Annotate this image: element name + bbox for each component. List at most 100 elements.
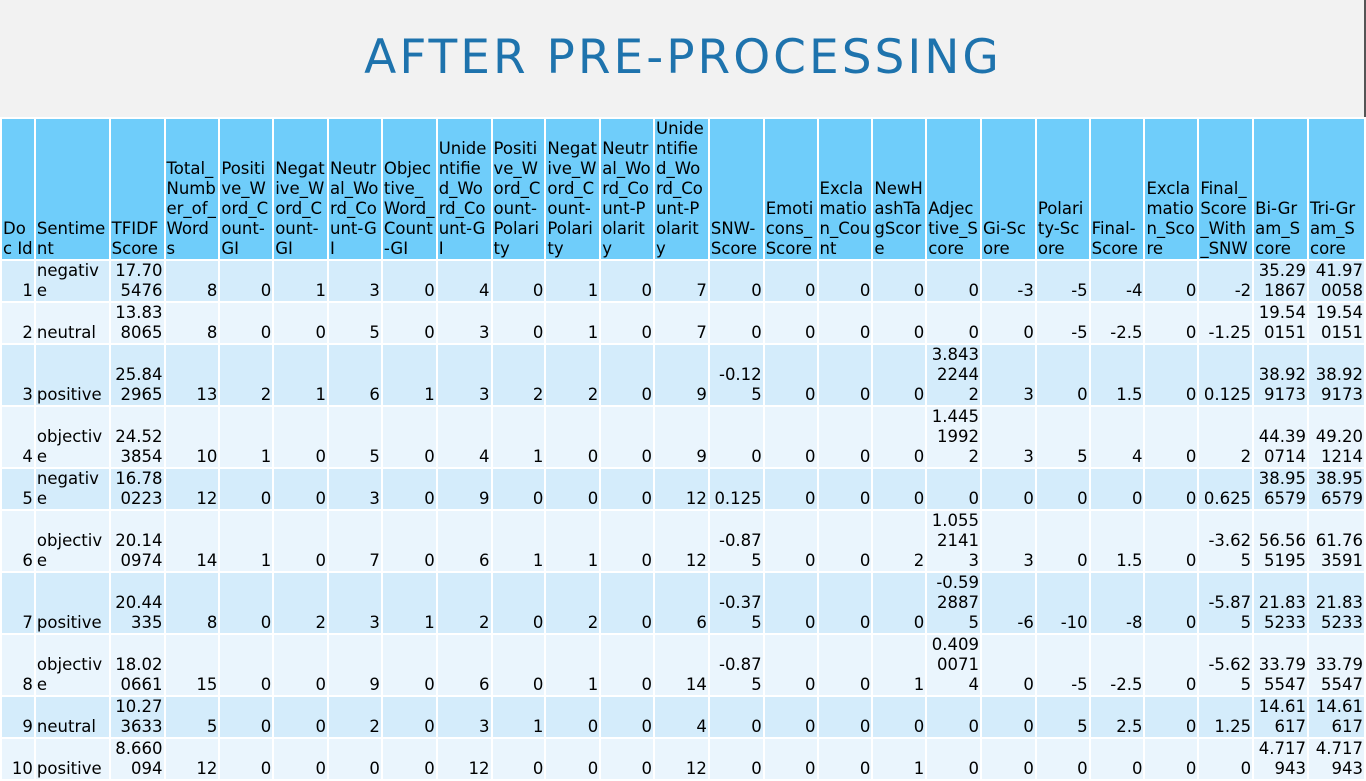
table-cell: 4 <box>1088 405 1146 469</box>
table-cell: 0 <box>1143 695 1200 739</box>
table-cell: -5 <box>1034 633 1091 697</box>
table-cell: 0 <box>1088 737 1146 781</box>
table-cell: 0 <box>380 301 438 345</box>
table-cell: 0 <box>1143 571 1200 635</box>
table-cell: 0 <box>218 259 275 303</box>
table-cell: 13.838065 <box>108 301 166 345</box>
table-cell: -8 <box>1088 571 1146 635</box>
table-cell: 12 <box>653 467 710 511</box>
table-cell: objective <box>33 405 111 469</box>
table-cell: 41.970058 <box>1307 259 1366 303</box>
table-cell: 1 <box>218 405 275 469</box>
table-cell: 0 <box>599 571 656 635</box>
table-cell: 0 <box>925 695 983 739</box>
table-cell: 2.5 <box>1088 695 1146 739</box>
table-cell: objective <box>33 633 111 697</box>
table-cell: 0 <box>762 509 819 573</box>
table-cell: objective <box>33 509 111 573</box>
table-cell: 2 <box>544 343 602 407</box>
table-cell: 0 <box>707 695 765 739</box>
table-cell: 0 <box>816 509 874 573</box>
table-cell: 1.5 <box>1088 343 1146 407</box>
table-cell: 7 <box>653 301 710 345</box>
table-cell: 0 <box>707 737 765 781</box>
table-cell: 0 <box>1143 343 1200 407</box>
table-cell: 8 <box>163 571 221 635</box>
table-cell: 6 <box>653 571 710 635</box>
table-cell: negative <box>33 467 111 511</box>
table-cell: 0 <box>925 301 983 345</box>
table-cell: 0 <box>1034 509 1091 573</box>
table-cell: 10.273633 <box>108 695 166 739</box>
table-cell: -10 <box>1034 571 1091 635</box>
table-cell: 9 <box>653 405 710 469</box>
table-cell: 44.390714 <box>1252 405 1309 469</box>
table-cell: -1.25 <box>1197 301 1255 345</box>
table-cell: 0 <box>707 259 765 303</box>
table-cell: 0 <box>1034 343 1091 407</box>
table-cell: -5.625 <box>1197 633 1255 697</box>
table-header-row: Doc Id Sentiment TFIDF Score Total_Number_o… <box>0 117 1366 261</box>
table-cell: 38.956579 <box>1307 467 1366 511</box>
table-cell: 0 <box>599 301 656 345</box>
table-cell: 61.763591 <box>1307 509 1366 573</box>
table-cell: 33.795547 <box>1252 633 1309 697</box>
table-cell: 2 <box>1197 405 1255 469</box>
table-cell: 6 <box>435 633 493 697</box>
table-cell: 0 <box>218 737 275 781</box>
table-cell: 0 <box>925 467 983 511</box>
table-cell: 0 <box>380 695 438 739</box>
table-cell: 19.540151 <box>1307 301 1366 345</box>
table-cell: 0 <box>816 343 874 407</box>
table-row: 9 neutral 10.273633 5 0 0 2 0 3 1 0 0 4 0 0 0 0 0 0 5 2.5 0 1.… <box>0 695 1366 739</box>
table-cell: 0 <box>816 467 874 511</box>
table-cell: 10 <box>0 737 36 781</box>
column-header: Total_Number_of_Words <box>163 117 221 261</box>
table-cell: 3 <box>435 301 493 345</box>
table-cell: 0 <box>980 301 1037 345</box>
column-header: Final-Score <box>1088 117 1146 261</box>
table-cell: 2 <box>218 343 275 407</box>
table-cell: 2 <box>871 509 928 573</box>
table-cell: 0 <box>380 633 438 697</box>
table-cell: 4 <box>0 405 36 469</box>
table-cell: 0 <box>599 405 656 469</box>
table-cell: -0.5928875 <box>925 571 983 635</box>
table-cell: 9 <box>0 695 36 739</box>
table-cell: 0 <box>1034 467 1091 511</box>
title-band <box>0 0 1366 117</box>
table-cell: 0 <box>1197 737 1255 781</box>
table-cell: 1 <box>544 259 602 303</box>
column-header: Final_Score_With_SNW <box>1197 117 1255 261</box>
table-cell: -4 <box>1088 259 1146 303</box>
table-cell: 4 <box>435 405 493 469</box>
table-cell: 0 <box>980 467 1037 511</box>
table-cell: 0.4090071 4 <box>925 633 983 697</box>
table-cell: 1 <box>218 509 275 573</box>
table-body: 1 negative 17.705476 8 0 1 3 0 4 0 1 0 7 0 0 0 0 0 -3 -5 -4 0… <box>0 259 1366 781</box>
table-cell: 1 <box>544 633 602 697</box>
table-cell: 0 <box>599 467 656 511</box>
table-cell: 0 <box>599 343 656 407</box>
table-cell: 49.201214 <box>1307 405 1366 469</box>
table-cell: 0 <box>1143 405 1200 469</box>
table-cell: 12 <box>653 509 710 573</box>
table-cell: 6 <box>0 509 36 573</box>
column-header: Gi-Score <box>980 117 1037 261</box>
table-cell: 19.540151 <box>1252 301 1309 345</box>
column-header: Unidentified_Word_Count-Polarity <box>653 117 710 261</box>
table-cell: 14 <box>163 509 221 573</box>
table-cell: 1.25 <box>1197 695 1255 739</box>
table-cell: 5 <box>0 467 36 511</box>
table-cell: 20.44335 <box>108 571 166 635</box>
table-cell: 0 <box>1088 467 1146 511</box>
table-cell: 0 <box>218 695 275 739</box>
table-cell: 0 <box>1143 467 1200 511</box>
table-cell: 0.625 <box>1197 467 1255 511</box>
table-cell: 4 <box>653 695 710 739</box>
table-cell: 0 <box>871 301 928 345</box>
column-header: Positive_Word_Count-Polarity <box>490 117 547 261</box>
table-cell: 0 <box>816 571 874 635</box>
table-cell: 0 <box>762 467 819 511</box>
table-cell: 0 <box>1143 633 1200 697</box>
